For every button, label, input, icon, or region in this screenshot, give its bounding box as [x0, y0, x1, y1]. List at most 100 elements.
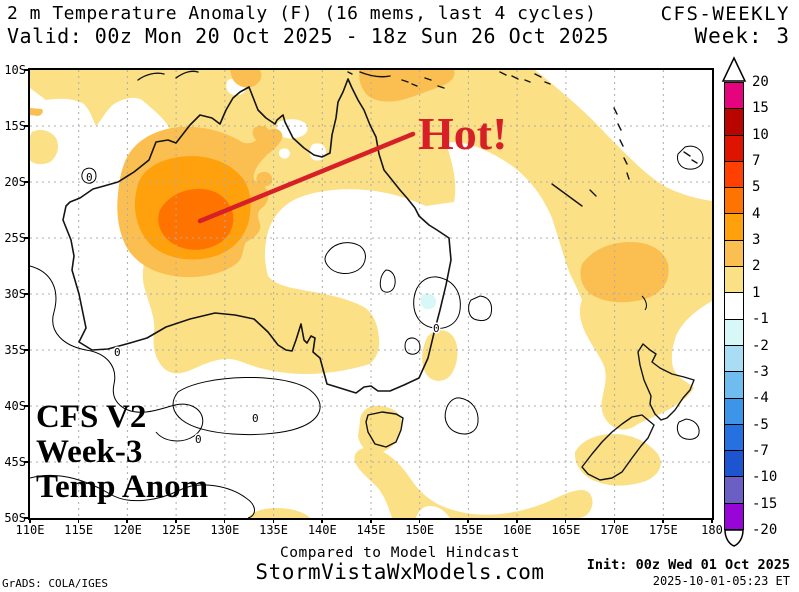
lon-tick-label: 160E: [502, 523, 532, 537]
coast-tasmania: [365, 411, 404, 448]
init-time: Init: 00z Wed 01 Oct 2025: [586, 557, 790, 573]
zero-contour-label: 0: [114, 346, 121, 359]
site-watermark: StormVistaWxModels.com: [255, 560, 545, 584]
hot-annotation-text: Hot!: [418, 108, 507, 159]
colorbar-label: -15: [752, 495, 778, 512]
lon-tick-label: 155E: [453, 523, 483, 537]
lon-tick-label: 145E: [356, 523, 386, 537]
lon-tick-label: 120E: [112, 523, 142, 537]
colorbar-segment: [725, 477, 743, 504]
colorbar-label: 2: [752, 258, 761, 275]
lon-tick-label: 150E: [405, 523, 435, 537]
region-plus1-nz-south: [574, 434, 661, 486]
valid-range: Valid: 00z Mon 20 Oct 2025 - 18z Sun 26 …: [7, 24, 609, 48]
anomaly-shading-minus1: [420, 293, 437, 310]
colorbar-label: -4: [752, 390, 769, 407]
lat-axis: 10S 15S 20S 25S 30S 35S 40S 45S 50S: [0, 0, 30, 592]
model-info-line: Week-3: [36, 434, 142, 470]
timestamp: 2025-10-01-05:23 ET: [652, 574, 790, 588]
lon-tick-label: 165E: [551, 523, 581, 537]
model-info-label: CFS V2 Week-3 Temp Anom: [36, 399, 208, 505]
zero-contours: 0 0 0 0 0: [30, 145, 704, 518]
colorbar-segment: [725, 188, 743, 215]
region-plus2-gulf-small: [252, 125, 271, 142]
colorbar-label: 15: [752, 100, 769, 117]
lon-tick-label: 125E: [161, 523, 191, 537]
lat-tick: [24, 349, 29, 351]
lat-tick: [24, 181, 29, 183]
anomaly-shading-plus4: [158, 188, 234, 250]
model-info-line: CFS V2: [36, 399, 146, 435]
coast-nz-south-island: [581, 414, 655, 481]
week-label: Week: 3: [694, 24, 790, 48]
lat-tick: [24, 461, 29, 463]
colorbar-segment: [725, 293, 743, 320]
lat-tick: [24, 293, 29, 295]
colorbar-top-arrow: [721, 56, 747, 82]
colorbar-segment: [725, 398, 743, 425]
colorbar-segment: [725, 83, 743, 110]
hindcast-note: Compared to Model Hindcast: [280, 545, 520, 561]
colorbar-label: -1: [752, 311, 769, 328]
lat-tick-label: 20S: [4, 175, 26, 189]
lon-tick-label: 115E: [64, 523, 94, 537]
region-plus4-wa-core: [158, 188, 234, 250]
gap-gulf-west: [276, 119, 308, 139]
colorbar-segment: [725, 109, 743, 136]
zero-contour-label: 0: [195, 433, 202, 446]
lon-tick-label: 140E: [307, 523, 337, 537]
colorbar-segment: [725, 240, 743, 268]
colorbar-segment: [725, 345, 743, 373]
lat-tick: [24, 69, 29, 71]
lon-tick-label: 170E: [600, 523, 630, 537]
colorbar-label: -3: [752, 363, 769, 380]
region-plus2-sw-pacific: [580, 242, 669, 303]
lat-tick: [24, 405, 29, 407]
coast-fiji: [683, 151, 698, 164]
coast-solomons: [499, 71, 551, 85]
lat-tick-label: 50S: [4, 511, 26, 525]
lon-tick-label: 130E: [210, 523, 240, 537]
coast-nz-north-island: [637, 343, 695, 421]
region-plus1-bottom-sliver: [248, 508, 310, 518]
colorbar-label: -2: [752, 337, 769, 354]
colorbar-label: 5: [752, 179, 761, 196]
colorbar-label: 1: [752, 284, 761, 301]
colorbar-label: 3: [752, 232, 761, 249]
lat-tick-label: 40S: [4, 399, 26, 413]
region-plus1-nsw-offshore: [422, 330, 458, 381]
colorbar-segment: [725, 451, 743, 478]
colorbar-bottom-arrow: [724, 530, 744, 547]
page-title: 2 m Temperature Anomaly (F) (16 mems, la…: [7, 3, 597, 24]
colorbar-label: 20: [752, 74, 769, 90]
lat-tick: [24, 237, 29, 239]
gap-gulf-tiny: [278, 148, 290, 159]
coast-australia: [62, 78, 452, 394]
colorbar-label: 7: [752, 153, 761, 170]
lat-tick: [24, 125, 29, 127]
coastlines: [62, 70, 698, 481]
colorbar-segment: [725, 267, 743, 294]
colorbar-label: 4: [752, 205, 761, 222]
model-info-line: Temp Anom: [36, 469, 208, 505]
lon-tick-label: 175E: [648, 523, 678, 537]
grads-credit: GrADS: COLA/IGES: [2, 577, 108, 590]
hot-annotation: Hot!: [197, 108, 507, 224]
coast-vanuatu: [613, 107, 630, 180]
coast-new-caledonia: [551, 183, 597, 207]
colorbar-label: -7: [752, 442, 769, 459]
region-plus1-south-band: [354, 448, 593, 518]
colorbar-segment: [725, 214, 743, 241]
colorbar-segment: [725, 319, 743, 346]
region-plus2-cape-york: [359, 70, 455, 102]
region-plus1-tasmania: [358, 405, 402, 454]
colorbar: [724, 82, 744, 530]
region-plus2-west-edge-dash: [30, 108, 43, 116]
map-frame: 0 0 0 0 0 Hot! CFS V2 Week-3 Temp Anom: [28, 68, 714, 520]
colorbar-label: 10: [752, 126, 769, 143]
hot-annotation-line: [197, 131, 416, 224]
zero-contour-label: 0: [86, 171, 93, 184]
coast-timor-sumba: [137, 70, 199, 81]
colorbar-segment: [725, 161, 743, 189]
